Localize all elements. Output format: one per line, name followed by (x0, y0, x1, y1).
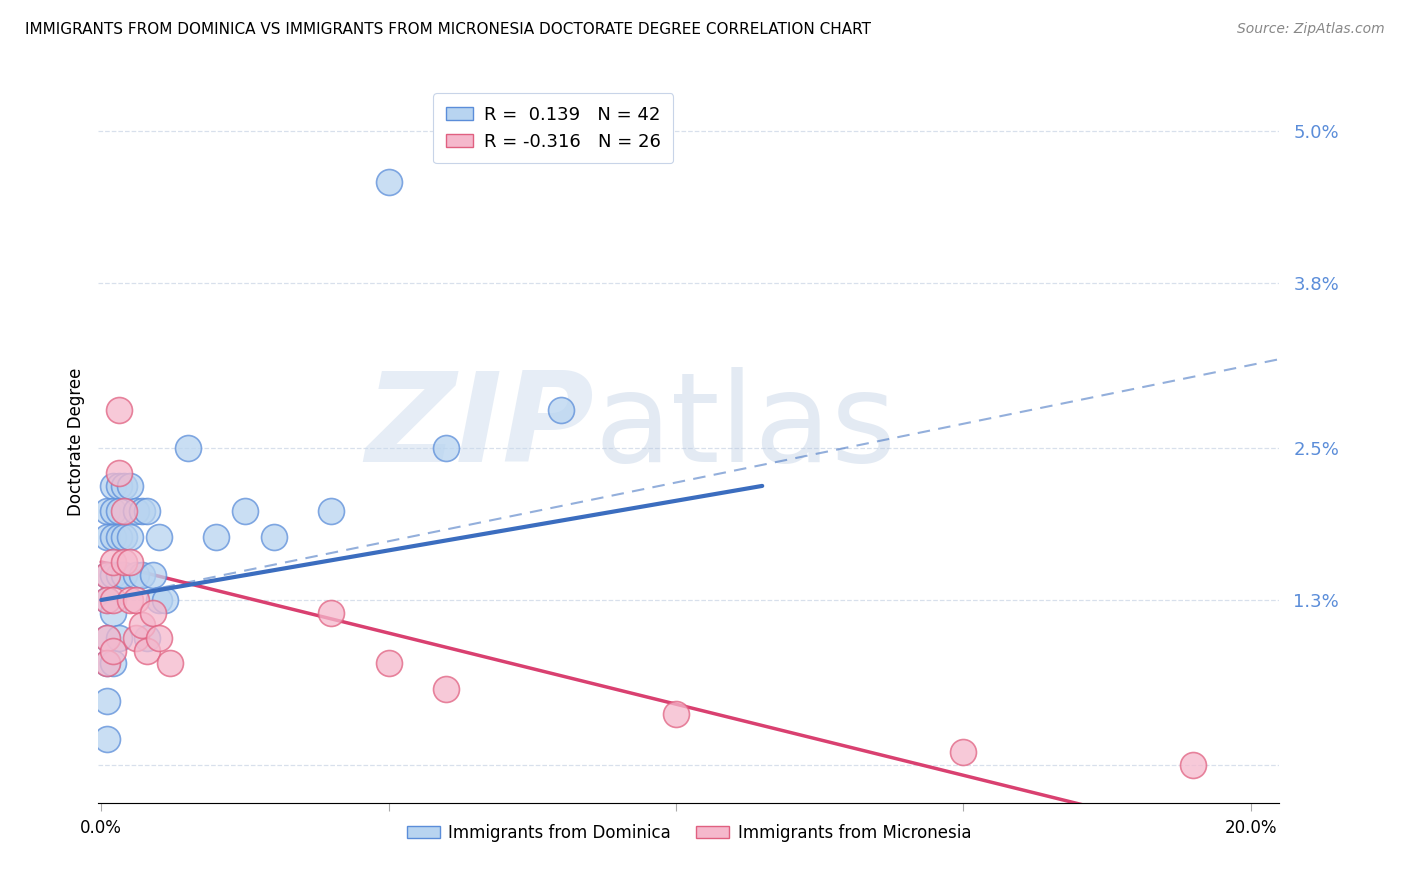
Point (118, 555, 141, 569)
Point (136, 631, 159, 645)
Point (148, 631, 170, 645)
Point (665, 707, 688, 722)
Point (131, 504, 153, 518)
Point (96, 593, 118, 607)
Point (263, 530, 285, 544)
Point (148, 530, 170, 544)
Point (107, 567, 129, 582)
Point (125, 631, 148, 645)
Point (96, 631, 118, 645)
Point (107, 402, 129, 417)
Point (377, 175, 399, 189)
Point (96, 593, 118, 607)
Point (952, 745, 974, 759)
Point (136, 643, 159, 657)
Legend: Immigrants from Dominica, Immigrants from Micronesia: Immigrants from Dominica, Immigrants fro… (399, 817, 979, 848)
Point (101, 657, 124, 671)
Point (101, 567, 124, 582)
Point (377, 657, 399, 671)
Point (434, 681, 457, 696)
Point (118, 530, 141, 544)
Point (148, 593, 170, 607)
Point (434, 441, 457, 455)
Point (142, 606, 165, 620)
Point (96, 694, 118, 708)
Point (96, 657, 118, 671)
Point (107, 530, 129, 544)
Point (107, 479, 129, 493)
Point (96, 631, 118, 645)
Point (107, 467, 129, 481)
Point (101, 479, 124, 493)
Point (131, 618, 153, 632)
Point (96, 504, 118, 518)
Point (125, 593, 148, 607)
Point (112, 567, 135, 582)
Point (101, 606, 124, 620)
Point (153, 593, 176, 607)
Point (550, 402, 572, 417)
Text: IMMIGRANTS FROM DOMINICA VS IMMIGRANTS FROM MICRONESIA DOCTORATE DEGREE CORRELAT: IMMIGRANTS FROM DOMINICA VS IMMIGRANTS F… (25, 22, 872, 37)
Point (107, 504, 129, 518)
Point (112, 555, 135, 569)
Point (96, 732, 118, 747)
Point (101, 504, 124, 518)
Point (131, 567, 153, 582)
Point (321, 504, 343, 518)
Point (205, 530, 228, 544)
Point (125, 504, 148, 518)
Point (96, 567, 118, 582)
Point (101, 530, 124, 544)
Text: ZIP: ZIP (366, 367, 595, 488)
Point (136, 504, 159, 518)
Point (159, 657, 181, 671)
Point (118, 593, 141, 607)
Text: Source: ZipAtlas.com: Source: ZipAtlas.com (1237, 22, 1385, 37)
Point (96, 657, 118, 671)
Point (125, 567, 148, 582)
Point (96, 567, 118, 582)
Point (107, 631, 129, 645)
Point (101, 593, 124, 607)
Point (1182, 757, 1205, 772)
Point (118, 479, 141, 493)
Point (233, 504, 256, 518)
Point (176, 441, 198, 455)
Point (112, 504, 135, 518)
Point (142, 567, 165, 582)
Text: atlas: atlas (595, 367, 897, 488)
Point (96, 530, 118, 544)
Point (112, 530, 135, 544)
Point (321, 606, 343, 620)
Point (101, 555, 124, 569)
Point (112, 479, 135, 493)
Y-axis label: Doctorate Degree: Doctorate Degree (66, 368, 84, 516)
Point (101, 643, 124, 657)
